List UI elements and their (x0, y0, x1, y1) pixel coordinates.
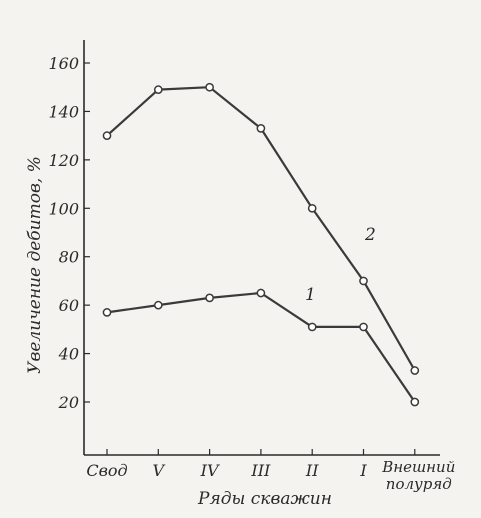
y-tick-label: 60 (59, 296, 79, 315)
y-tick-label: 120 (48, 151, 79, 170)
data-point (410, 366, 420, 375)
series-label: 1 (305, 285, 316, 305)
data-point (359, 322, 368, 332)
chart-axes (83, 40, 440, 456)
series-1: 1 (102, 285, 420, 407)
data-point (256, 288, 266, 298)
y-tick-label: 140 (48, 102, 79, 121)
series-line (106, 291, 416, 403)
y-tick-label: 20 (58, 393, 79, 412)
data-point (307, 203, 317, 213)
chart-series: 12 (102, 82, 420, 407)
data-point (410, 397, 420, 407)
x-tick-label: III (250, 461, 271, 480)
y-tick-label: 160 (48, 54, 79, 73)
y-tick-label: 100 (48, 199, 79, 218)
data-point (102, 131, 112, 140)
x-axis-label: Ряды скважин (197, 489, 332, 509)
y-axis-ticks: 20 40 60 80 100 120 140 160 (48, 54, 90, 412)
data-point (256, 124, 266, 133)
data-point (102, 308, 112, 317)
x-tick-label: полуряд (386, 475, 452, 493)
data-point (359, 276, 368, 286)
data-point (205, 293, 214, 303)
x-tick-label: Свод (86, 461, 127, 480)
data-point (205, 82, 214, 92)
series-label: 2 (364, 225, 376, 245)
y-tick-label: 40 (58, 345, 79, 364)
x-tick-label: II (305, 461, 319, 480)
series-2: 2 (102, 82, 420, 375)
y-axis-label: Увеличение дебитов, % (25, 156, 45, 374)
x-tick-label: IV (200, 461, 220, 480)
y-tick-label: 80 (59, 248, 79, 267)
data-point (153, 85, 163, 94)
x-tick-label: Внешний (381, 458, 455, 476)
x-tick-label: V (153, 461, 166, 480)
data-point (307, 322, 317, 332)
x-tick-label: I (359, 461, 367, 480)
data-point (153, 300, 163, 310)
